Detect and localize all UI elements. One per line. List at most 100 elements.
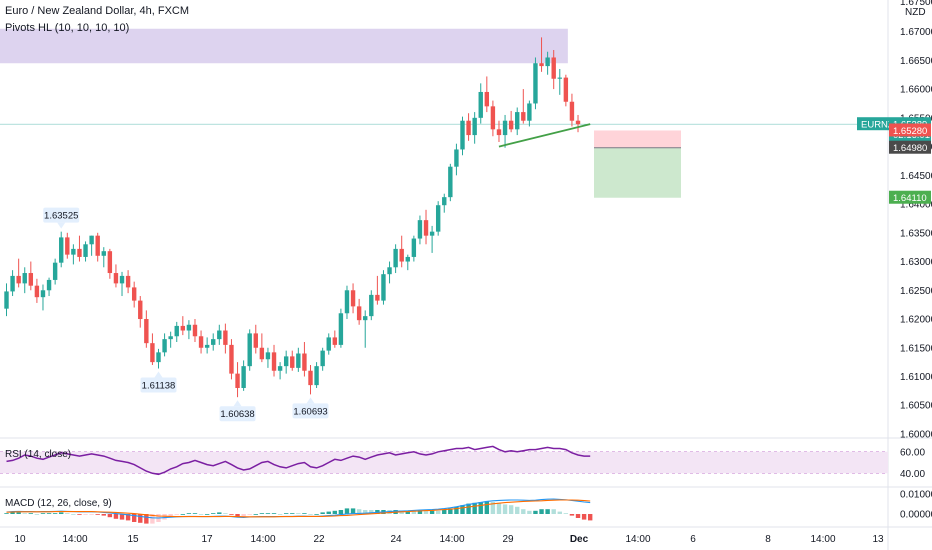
candle[interactable] — [350, 283, 356, 314]
candle[interactable] — [344, 285, 350, 320]
candle[interactable] — [247, 329, 252, 371]
candle[interactable] — [539, 37, 544, 72]
candle[interactable] — [448, 163, 453, 202]
candle[interactable] — [217, 324, 222, 345]
candle[interactable] — [338, 308, 344, 348]
candle[interactable] — [89, 235, 94, 256]
candle[interactable] — [10, 270, 15, 297]
candle[interactable] — [186, 320, 192, 340]
symbol-tag[interactable]: EURNZD — [857, 117, 901, 131]
candle[interactable] — [290, 350, 295, 371]
candle[interactable] — [363, 310, 368, 348]
candle[interactable] — [28, 261, 34, 291]
candle[interactable] — [211, 333, 216, 351]
candle[interactable] — [472, 112, 477, 144]
candle[interactable] — [478, 83, 483, 124]
candle[interactable] — [180, 316, 186, 336]
candle[interactable] — [34, 278, 40, 303]
candle[interactable] — [296, 347, 301, 372]
candle[interactable] — [569, 93, 575, 127]
candle[interactable] — [302, 342, 307, 377]
pivot-label[interactable]: 1.61138 — [140, 371, 177, 393]
candle[interactable] — [229, 339, 234, 380]
signal-line[interactable] — [6, 499, 591, 518]
candle[interactable] — [131, 281, 137, 308]
candle[interactable] — [496, 120, 502, 142]
stop-loss-zone[interactable] — [594, 130, 681, 148]
entry-price-tag[interactable]: 1.64980 — [889, 140, 931, 155]
candle[interactable] — [423, 209, 429, 245]
candle[interactable] — [77, 235, 82, 262]
candle[interactable] — [277, 362, 283, 380]
candle[interactable] — [369, 290, 374, 321]
candle[interactable] — [119, 271, 125, 297]
candle[interactable] — [502, 114, 508, 148]
supply-zone[interactable] — [0, 28, 568, 64]
candle[interactable] — [101, 247, 106, 268]
indicator-legend-rsi[interactable]: RSI (14, close) — [5, 449, 72, 460]
candle[interactable] — [460, 116, 465, 156]
candle[interactable] — [417, 215, 423, 245]
candle[interactable] — [4, 283, 9, 317]
trendline[interactable] — [498, 123, 591, 148]
candle[interactable] — [204, 337, 210, 354]
candle[interactable] — [241, 360, 246, 391]
candle[interactable] — [156, 348, 161, 369]
candle[interactable] — [192, 319, 198, 343]
candle[interactable] — [551, 50, 556, 90]
candle[interactable] — [259, 333, 265, 363]
indicator-legend-macd[interactable]: MACD (12, 26, close, 9) — [5, 498, 112, 509]
candle[interactable] — [490, 100, 496, 137]
candle[interactable] — [253, 324, 258, 354]
candle[interactable] — [113, 264, 119, 288]
rsi-line[interactable] — [6, 445, 591, 476]
candle[interactable] — [16, 258, 21, 288]
candle[interactable] — [508, 110, 514, 133]
candle[interactable] — [107, 248, 113, 279]
candle[interactable] — [332, 330, 338, 348]
take-profit-zone[interactable] — [594, 147, 681, 198]
candle[interactable] — [393, 244, 398, 274]
candle[interactable] — [356, 298, 362, 325]
candle[interactable] — [22, 267, 27, 294]
candle[interactable] — [150, 333, 155, 365]
target-price-tag[interactable]: 1.64110 — [889, 190, 931, 205]
pivot-label[interactable]: 1.60693 — [292, 397, 329, 419]
candle[interactable] — [375, 275, 380, 305]
candle[interactable] — [545, 51, 550, 75]
candle[interactable] — [95, 232, 100, 262]
pivot-label[interactable]: 1.63525 — [43, 207, 80, 229]
candle[interactable] — [466, 113, 471, 141]
candle[interactable] — [435, 201, 441, 236]
candle[interactable] — [533, 57, 538, 110]
candle[interactable] — [527, 100, 532, 127]
candle[interactable] — [198, 330, 204, 354]
candle[interactable] — [399, 235, 404, 268]
candle[interactable] — [411, 235, 417, 262]
candle[interactable] — [557, 68, 562, 95]
candle[interactable] — [83, 241, 88, 262]
candle[interactable] — [144, 310, 149, 348]
candle[interactable] — [125, 270, 131, 294]
candle[interactable] — [40, 284, 46, 311]
candle[interactable] — [515, 107, 520, 136]
candle[interactable] — [46, 277, 52, 297]
candle[interactable] — [314, 362, 319, 388]
candle[interactable] — [521, 89, 526, 124]
candle[interactable] — [429, 225, 435, 253]
candle[interactable] — [223, 323, 228, 354]
candle[interactable] — [575, 114, 581, 133]
candle[interactable] — [65, 232, 70, 259]
candle[interactable] — [381, 270, 386, 305]
candle[interactable] — [454, 143, 459, 176]
candle[interactable] — [271, 344, 277, 377]
candle[interactable] — [442, 193, 447, 213]
candle[interactable] — [168, 331, 173, 348]
candle[interactable] — [320, 347, 325, 371]
indicator-legend-pivots[interactable]: Pivots HL (10, 10, 10, 10) — [5, 22, 130, 34]
candle[interactable] — [405, 254, 410, 271]
stop-price-tag[interactable]: 1.65280 — [889, 123, 931, 137]
candle[interactable] — [283, 350, 289, 374]
candle[interactable] — [174, 321, 179, 343]
